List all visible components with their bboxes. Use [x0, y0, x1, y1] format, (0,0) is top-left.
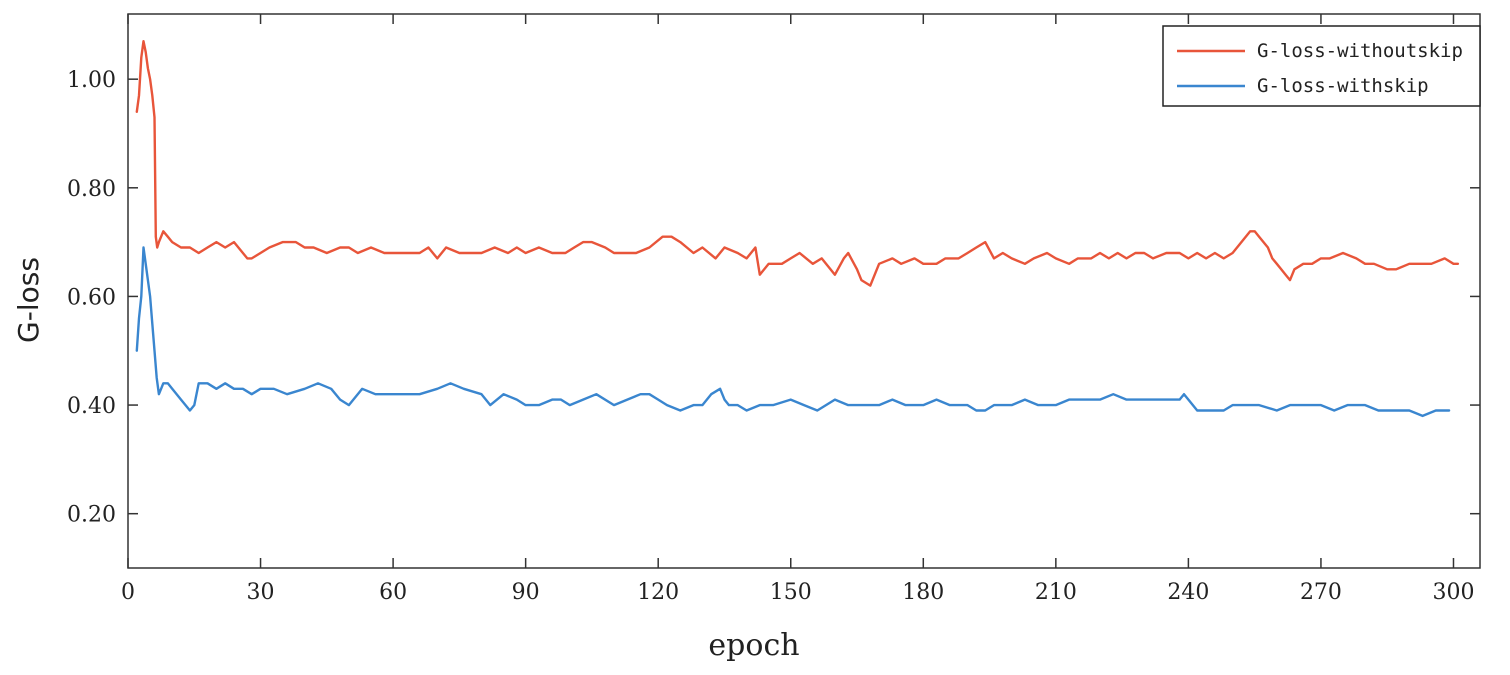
- y-tick-label: 0.20: [67, 503, 116, 528]
- legend-label-withskip: G-loss-withskip: [1257, 75, 1429, 97]
- y-tick-label: 0.60: [67, 285, 116, 310]
- series-line-withskip: [135, 246, 1451, 418]
- series-layer: [135, 40, 1460, 418]
- x-tick-label: 120: [637, 580, 679, 605]
- y-tick-label: 1.00: [67, 68, 116, 93]
- legend: G-loss-withoutskip G-loss-withskip: [1162, 25, 1481, 107]
- x-tick-label: 180: [902, 580, 944, 605]
- legend-label-withoutskip: G-loss-withoutskip: [1257, 40, 1463, 62]
- y-tick-label: 0.80: [67, 177, 116, 202]
- x-tick-label: 90: [512, 580, 540, 605]
- y-axis-title: G-loss: [12, 257, 45, 343]
- x-tick-label: 30: [247, 580, 275, 605]
- x-tick-label: 270: [1300, 580, 1342, 605]
- x-tick-label: 150: [770, 580, 812, 605]
- legend-box: [1162, 25, 1481, 107]
- x-tick-label: 60: [379, 580, 407, 605]
- series-line-withoutskip: [135, 40, 1460, 287]
- x-tick-label: 210: [1035, 580, 1077, 605]
- x-tick-label: 300: [1432, 580, 1474, 605]
- y-tick-label: 0.40: [67, 394, 116, 419]
- x-axis-title: epoch: [708, 628, 799, 663]
- x-tick-label: 240: [1167, 580, 1209, 605]
- y-axis-ticks: 0.20 0.40 0.60 0.80 1.00: [67, 68, 1480, 528]
- x-axis-ticks: 0 30 60 90 120 150 180 210 240 270 300: [121, 14, 1474, 605]
- x-tick-label: 0: [121, 580, 135, 605]
